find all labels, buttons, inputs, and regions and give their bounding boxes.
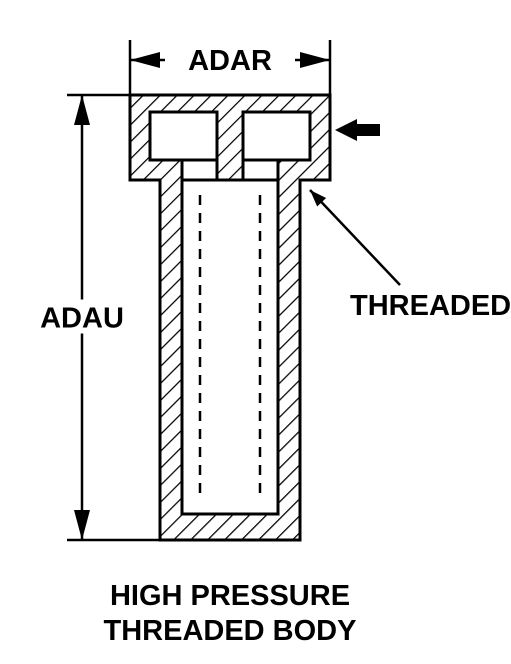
title-line1: HIGH PRESSURE xyxy=(110,580,350,612)
threaded-label: THREADED xyxy=(350,290,511,322)
title-line2: THREADED BODY xyxy=(104,615,357,647)
adau-label: ADAU xyxy=(40,303,124,335)
adar-arrow-right xyxy=(300,52,330,68)
adau-arrow-bot xyxy=(74,510,90,540)
adau-arrow-top xyxy=(74,95,90,125)
threaded-leader xyxy=(310,190,400,285)
adar-label: ADAR xyxy=(188,45,272,77)
pointer-arrow-icon xyxy=(335,119,380,141)
adar-arrow-left xyxy=(130,52,160,68)
